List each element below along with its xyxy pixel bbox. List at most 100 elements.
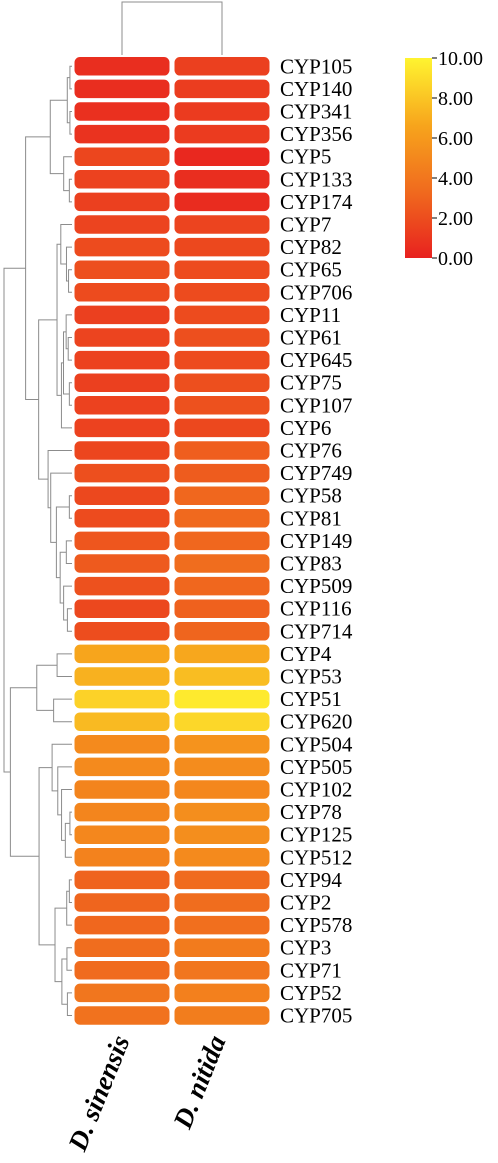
row-label: CYP81 — [280, 506, 342, 530]
heatmap-cell — [173, 575, 271, 597]
row-label: CYP102 — [280, 778, 352, 802]
row-dendrogram-branch — [47, 450, 72, 509]
heatmap-cell — [173, 847, 271, 868]
legend-tick-label: 4.00 — [438, 168, 473, 190]
row-dendrogram-branch — [65, 314, 72, 350]
row-dendrogram-branch — [57, 766, 72, 816]
row-label: CYP705 — [280, 1004, 352, 1028]
row-label: CYP512 — [280, 845, 352, 869]
row-label: CYP116 — [280, 597, 352, 621]
heatmap-cell — [73, 372, 171, 393]
heatmap-cell — [73, 101, 171, 122]
color-scale-legend: 0.00 2.00 4.00 6.00 8.00 10.00 — [405, 48, 483, 270]
heatmap-cell — [73, 214, 171, 235]
row-label: CYP133 — [280, 167, 352, 191]
heatmap-cell — [73, 327, 171, 348]
heatmap-cell — [173, 169, 271, 190]
column-dendrogram-branch — [121, 1, 223, 55]
row-dendrogram-branch — [56, 653, 72, 677]
row-label: CYP356 — [280, 122, 352, 146]
heatmap-cell — [173, 598, 271, 619]
row-dendrogram — [3, 65, 72, 1016]
heatmap-cell — [73, 756, 171, 778]
heatmap-cell — [173, 440, 271, 461]
row-label: CYP61 — [280, 326, 342, 350]
row-dendrogram-branch — [66, 947, 72, 971]
heatmap-cell — [173, 530, 271, 552]
row-label: CYP578 — [280, 913, 352, 937]
row-dendrogram-branch — [64, 822, 72, 858]
row-dendrogram-branch — [51, 743, 72, 792]
heatmap-cell — [73, 914, 171, 936]
heatmap-cell — [73, 462, 171, 484]
row-label: CYP174 — [280, 190, 353, 214]
heatmap-cell — [173, 304, 271, 326]
row-dendrogram-branch — [3, 267, 26, 773]
heatmap-cell — [73, 937, 171, 958]
row-label: CYP140 — [280, 77, 352, 101]
row-dendrogram-branch — [50, 472, 72, 543]
row-dendrogram-branch — [63, 156, 72, 192]
heatmap-cell — [173, 982, 271, 1004]
heatmap-cell — [73, 711, 171, 732]
row-dendrogram-branch — [68, 178, 72, 203]
heatmap-cell — [73, 191, 171, 213]
heatmap-cell — [73, 123, 171, 145]
legend-ticks: 0.00 2.00 4.00 6.00 8.00 10.00 — [432, 48, 483, 270]
row-dendrogram-branch — [61, 958, 68, 1005]
heatmap-cell — [73, 349, 171, 371]
row-label: CYP504 — [280, 732, 353, 756]
heatmap-cell — [73, 417, 171, 439]
heatmap-cell — [73, 440, 171, 461]
heatmap-cell — [173, 734, 271, 755]
row-label: CYP505 — [280, 755, 352, 779]
legend-tick-label: 0.00 — [438, 248, 473, 270]
row-label: CYP82 — [280, 235, 342, 259]
row-dendrogram-branch — [69, 811, 72, 836]
heatmap-cell — [73, 1005, 171, 1026]
heatmap-cell — [73, 395, 171, 416]
row-dendrogram-branch — [66, 992, 72, 1016]
heatmap-cell — [73, 485, 171, 506]
row-label: CYP341 — [280, 100, 352, 124]
row-label: CYP75 — [280, 371, 342, 395]
legend-tick-label: 8.00 — [438, 88, 473, 110]
row-label: CYP4 — [280, 642, 332, 666]
heatmap-cell — [173, 688, 271, 710]
heatmap-cells — [73, 56, 271, 1026]
row-dendrogram-branch — [68, 879, 72, 903]
row-label: CYP71 — [280, 958, 342, 982]
heatmap-cell — [73, 575, 171, 597]
heatmap-cell — [173, 146, 271, 167]
row-dendrogram-branch — [60, 362, 72, 429]
row-label: CYP706 — [280, 280, 352, 304]
row-label: CYP620 — [280, 710, 352, 734]
row-label: CYP53 — [280, 665, 342, 689]
heatmap-cell — [173, 779, 271, 800]
heatmap-cell — [173, 349, 271, 371]
heatmap-cell — [73, 282, 171, 303]
heatmap-cell — [173, 101, 271, 122]
heatmap-cell — [73, 508, 171, 529]
heatmap-cell — [173, 801, 271, 823]
row-label: CYP58 — [280, 484, 342, 508]
heatmap-cell — [73, 169, 171, 190]
heatmap-cell — [173, 756, 271, 778]
heatmap-cell — [173, 282, 271, 303]
heatmap-cell — [173, 1005, 271, 1026]
heatmap-cell — [173, 621, 271, 642]
legend-tick-label: 6.00 — [438, 128, 473, 150]
row-label: CYP125 — [280, 823, 352, 847]
heatmap-cell — [173, 56, 271, 77]
heatmap-cell — [173, 824, 271, 845]
heatmap-cell — [73, 553, 171, 574]
row-dendrogram-branch — [68, 495, 72, 519]
row-dendrogram-branch — [68, 382, 72, 406]
heatmap-cell — [73, 824, 171, 845]
row-dendrogram-branch — [65, 540, 72, 564]
heatmap-cell — [73, 801, 171, 823]
heatmap-cell — [173, 395, 271, 416]
heatmap-cell — [173, 372, 271, 393]
row-dendrogram-branch — [63, 331, 70, 395]
